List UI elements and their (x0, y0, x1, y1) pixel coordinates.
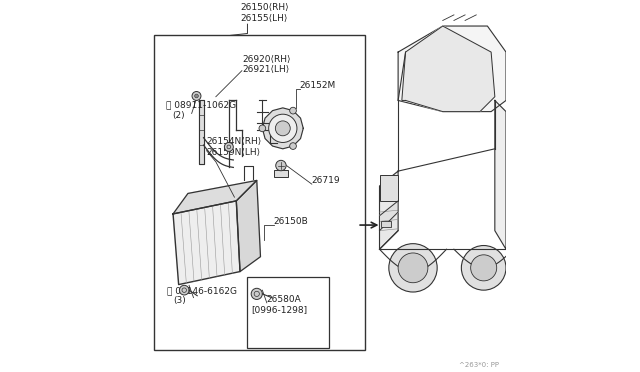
Text: [0996-1298]: [0996-1298] (252, 305, 308, 314)
Text: (2): (2) (172, 111, 184, 120)
Circle shape (251, 288, 262, 299)
Bar (248, 277, 330, 348)
Polygon shape (236, 180, 260, 272)
Text: (3): (3) (173, 296, 186, 305)
Bar (275, 170, 287, 177)
Text: ^263*0: PP: ^263*0: PP (458, 362, 499, 368)
Circle shape (398, 253, 428, 283)
Text: 26150⟨RH⟩: 26150⟨RH⟩ (240, 3, 289, 12)
Circle shape (195, 94, 198, 98)
Circle shape (461, 246, 506, 290)
Text: 26580A: 26580A (267, 295, 301, 304)
Polygon shape (380, 171, 398, 249)
Circle shape (389, 244, 437, 292)
Text: Ⓑ 08146-6162G: Ⓑ 08146-6162G (167, 286, 237, 295)
Circle shape (276, 160, 286, 171)
Circle shape (192, 92, 201, 100)
Text: 26155⟨LH⟩: 26155⟨LH⟩ (240, 14, 287, 23)
Text: Ⓝ 08911-1062G: Ⓝ 08911-1062G (166, 100, 236, 109)
Bar (380, 175, 398, 201)
Polygon shape (380, 201, 398, 231)
Polygon shape (199, 100, 204, 164)
Circle shape (259, 125, 266, 132)
Polygon shape (262, 108, 303, 149)
Polygon shape (398, 26, 506, 112)
Circle shape (470, 255, 497, 281)
Circle shape (290, 143, 296, 150)
Text: 26154N⟨RH⟩: 26154N⟨RH⟩ (207, 137, 262, 146)
Polygon shape (173, 180, 257, 214)
Bar (381, 221, 390, 227)
Text: 26150B: 26150B (273, 217, 308, 226)
Text: 26920⟨RH⟩: 26920⟨RH⟩ (242, 55, 291, 64)
Text: 26159N⟨LH⟩: 26159N⟨LH⟩ (207, 148, 260, 157)
Text: 26921⟨LH⟩: 26921⟨LH⟩ (242, 65, 289, 74)
Circle shape (275, 121, 290, 136)
Text: 26719: 26719 (312, 176, 340, 185)
Polygon shape (402, 26, 495, 112)
Circle shape (269, 114, 297, 142)
Circle shape (179, 285, 189, 295)
Circle shape (290, 107, 296, 114)
Polygon shape (173, 201, 240, 285)
Bar (154, 35, 365, 350)
Circle shape (225, 142, 234, 151)
Polygon shape (495, 100, 506, 249)
Text: 26152M: 26152M (300, 81, 336, 90)
